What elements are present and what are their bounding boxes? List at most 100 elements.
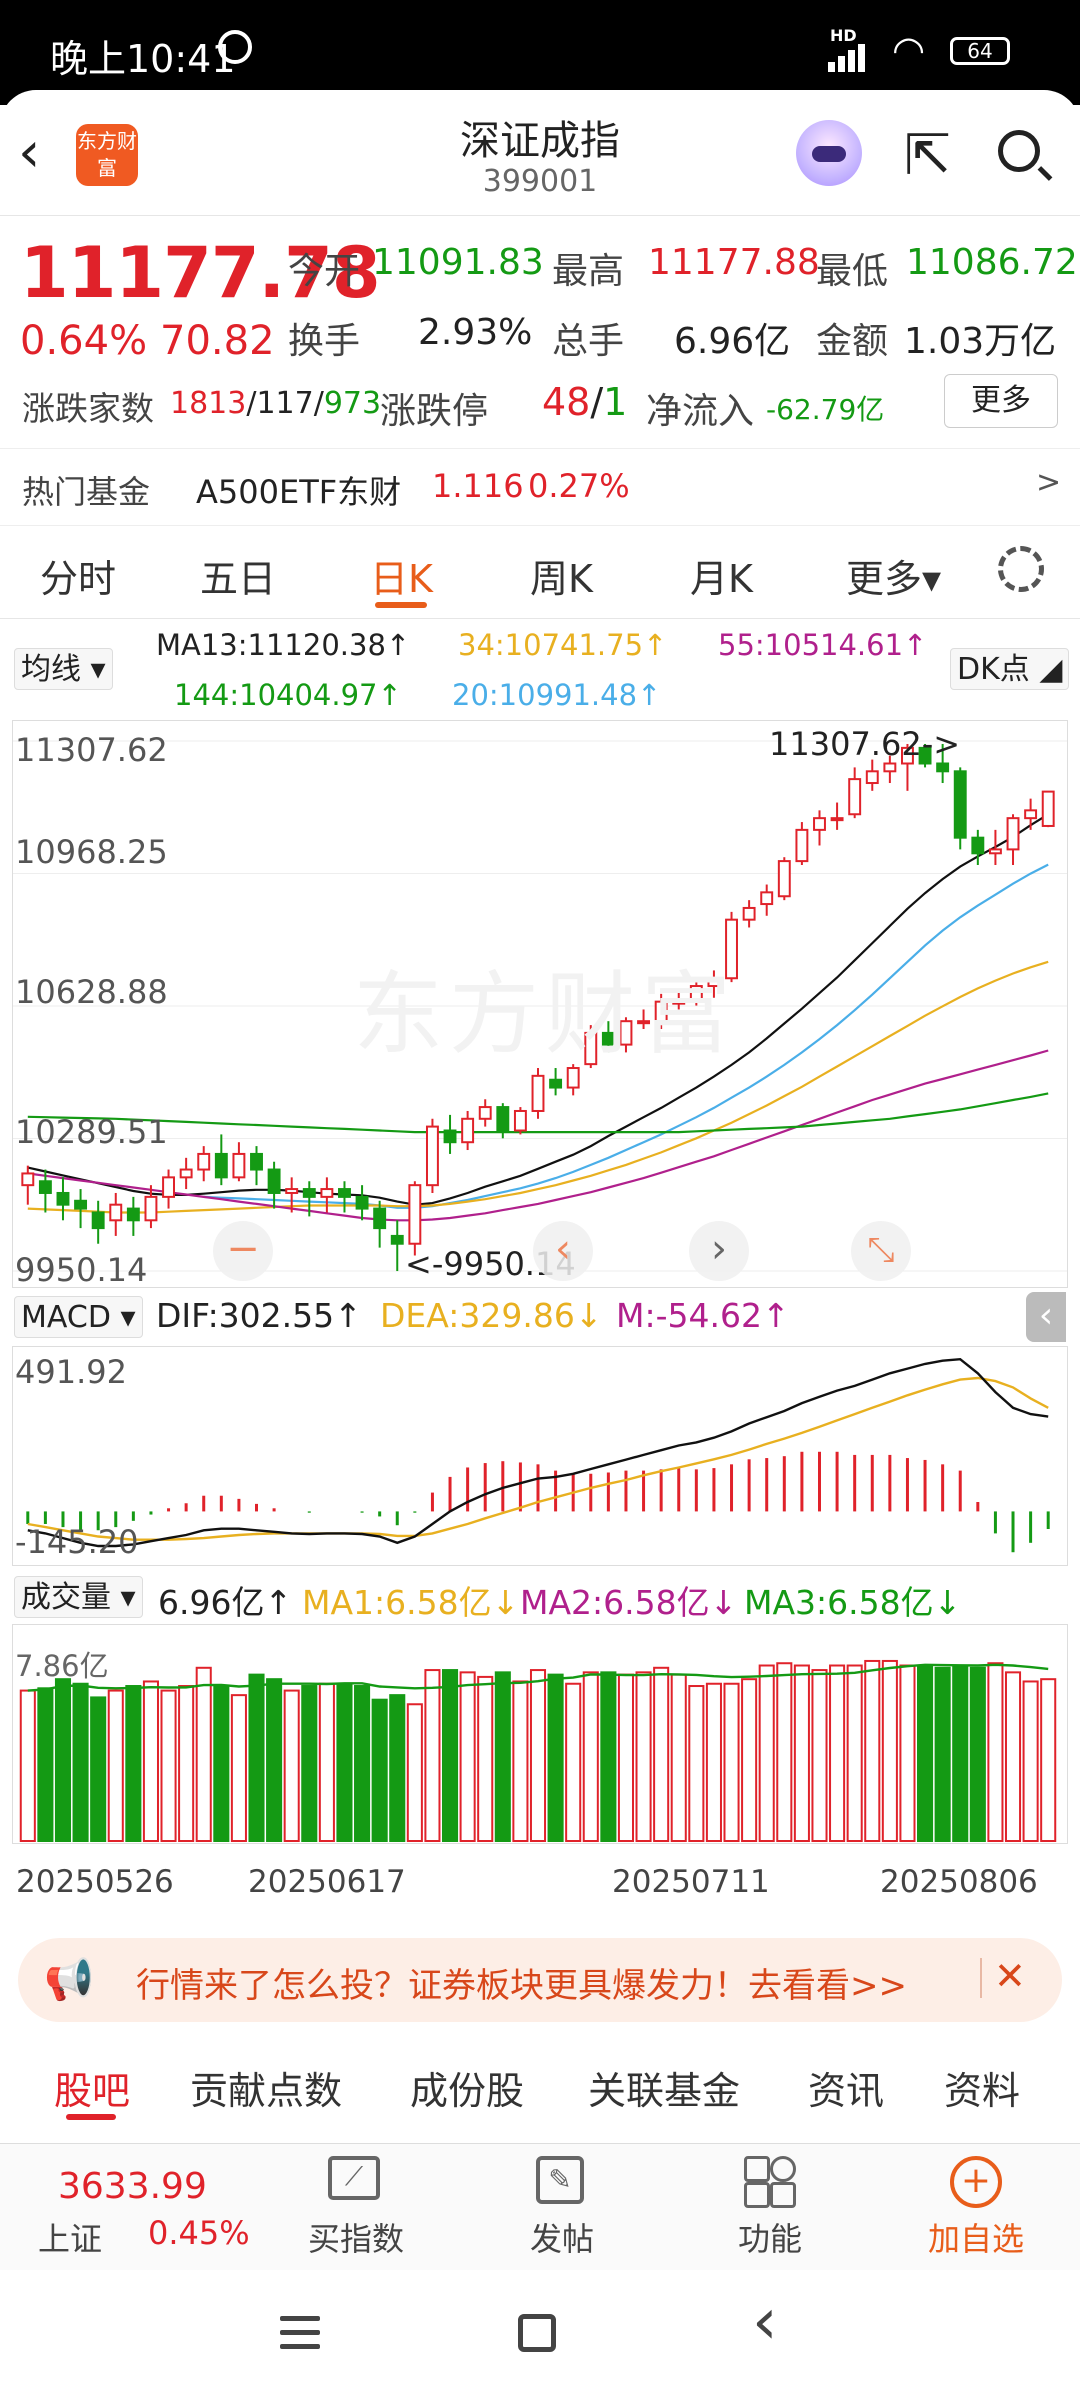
ma13-legend: MA13:11120.38↑ [156,628,411,662]
current-price: 11177.78 [20,232,381,314]
more-button[interactable]: 更多 [944,374,1058,428]
menu-icon[interactable] [280,2316,320,2349]
macd-chart: 491.92 -145.20 [12,1346,1068,1566]
volume-bar [952,1664,969,1842]
sh-index-ticker[interactable]: 3633.99 上证 0.45% [0,2144,280,2271]
volume-bar [1004,1671,1022,1843]
tab-forum[interactable]: 股吧 [54,2069,131,2113]
tab-more[interactable]: 更多▾ [846,557,942,601]
volume-bar [899,1664,916,1842]
tab-monthly-k[interactable]: 月K [690,557,753,601]
volume-ma-line [27,1663,1049,1692]
app-header: ‹ 东方财富 深证成指 399001 ⇱ [0,90,1080,216]
candle-body [250,1152,263,1171]
back-nav-icon[interactable]: ‹ [752,2285,778,2359]
gear-icon[interactable] [998,546,1044,592]
share-icon[interactable]: ⇱ [904,123,951,188]
tab-five-day[interactable]: 五日 [200,557,277,601]
macd-selector[interactable]: MACD ▾ [14,1296,143,1338]
candle-body [865,770,879,785]
change-value: 70.82 [160,318,275,364]
vol-ma1-legend: MA1:6.58亿↓ [302,1583,520,1622]
candle-body [390,1234,404,1245]
candle-body [91,1211,105,1230]
ma-selector[interactable]: 均线 ▾ [14,648,113,690]
status-time: 晚上10:41 [50,37,236,81]
candle-body [672,1000,686,1005]
tab-intraday[interactable]: 分时 [40,557,117,601]
volume-bar [424,1669,441,1843]
low-label: 最低 [816,251,889,292]
promo-banner[interactable]: 📢 行情来了怎么投？证券板块更具爆发力！去看看>> ✕ [18,1938,1062,2022]
volume-selector[interactable]: 成交量 ▾ [14,1576,143,1618]
chevron-right-icon: > [1036,465,1062,500]
zoom-out-icon[interactable]: − [213,1221,273,1281]
volume-bar [389,1694,406,1842]
volume-bar [406,1703,423,1842]
volume-bar [441,1669,459,1843]
assistant-robot-icon[interactable] [796,120,862,186]
volume-bar [142,1680,159,1842]
bottom-tab-indicator [66,2114,116,2120]
add-circle-icon: + [950,2156,1002,2208]
breadth-label: 涨跌家数 [22,389,154,428]
volume-bar [72,1682,89,1842]
sh-index-value: 3633.99 [58,2166,207,2207]
candle-body [795,828,809,863]
limit-label: 涨跌停 [380,391,489,432]
volume-bar [266,1678,283,1842]
candle-body [513,1109,527,1132]
hot-fund-row[interactable]: 热门基金 A500ETF东财 1.116 0.27% > [0,448,1080,526]
collapse-panel-icon[interactable]: ‹ [1026,1292,1066,1342]
dk-point-button[interactable]: DK点 ◢ [950,648,1070,690]
tab-weekly-k[interactable]: 周K [530,557,593,601]
candle-body [760,891,774,906]
axis-label-4: 10289.51 [15,1113,168,1151]
fullscreen-icon[interactable]: ⤡ [851,1221,911,1281]
volume-bar [477,1675,494,1842]
volume-bar [125,1685,142,1842]
volume-bar [37,1687,54,1843]
tab-profile[interactable]: 资料 [944,2069,1021,2113]
candle-body [232,1152,246,1179]
tab-news[interactable]: 资讯 [808,2069,885,2113]
volume-bar [301,1685,318,1842]
ma-line-55 [27,1049,1049,1222]
tab-constituents[interactable]: 成份股 [410,2069,525,2113]
index-code: 399001 [482,164,598,199]
alarm-icon [218,30,252,64]
dif-legend: DIF:302.55↑ [156,1296,362,1335]
pan-left-icon[interactable]: ‹ [533,1221,593,1281]
pan-right-icon[interactable]: › [689,1221,749,1281]
candle-body [654,1000,668,1023]
signal-icon [828,44,868,72]
volume-bar [459,1671,476,1843]
hot-fund-name: A500ETF东财 [196,473,402,511]
volume-bar [776,1662,793,1842]
search-icon[interactable] [998,130,1040,172]
ma34-legend: 34:10741.75↑ [458,628,668,662]
close-icon[interactable]: ✕ [994,1954,1026,1998]
active-tab-indicator [375,602,427,608]
volume-svg [19,1659,1057,1843]
tab-daily-k[interactable]: 日K [370,557,433,601]
tab-contribution[interactable]: 贡献点数 [190,2069,343,2113]
status-bar: 晚上10:41 HD ◠ 64 [0,0,1080,105]
home-icon[interactable] [518,2314,556,2352]
volume-bar [354,1685,371,1842]
tab-related-funds[interactable]: 关联基金 [588,2069,741,2113]
kline-chart[interactable]: 东方财富 11307.62 10968.25 10628.88 10289.51… [12,720,1068,1289]
promo-text: 行情来了怎么投？证券板块更具爆发力！去看看>> [136,1966,907,2006]
back-arrow-icon[interactable]: ‹ [18,120,41,185]
volume-bar [811,1669,828,1843]
volume-bar [705,1682,722,1842]
volume-bar [19,1689,36,1843]
volume-bar [723,1682,740,1842]
volume-value: 6.96亿 [674,321,791,362]
volume-bar [600,1671,617,1843]
hot-fund-pct: 0.27% [528,467,630,505]
candle-body [408,1184,422,1245]
candle-body [742,906,756,921]
candle-body [21,1172,35,1187]
candle-body [320,1188,334,1198]
